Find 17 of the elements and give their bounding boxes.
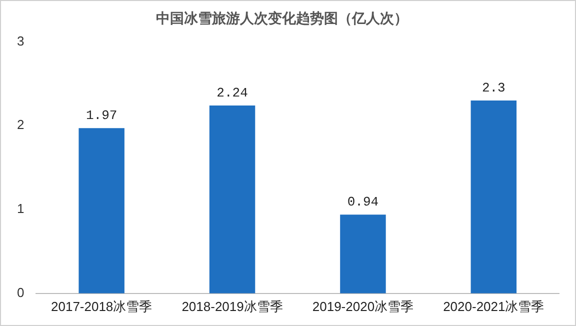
x-tick-label: 2020-2021冰雪季 [443,298,544,314]
bar [470,100,517,294]
x-tick-label: 2019-2020冰雪季 [312,298,414,314]
y-tick-label: 2 [16,117,24,132]
bar [340,214,386,294]
y-tick-label: 1 [16,201,24,216]
x-tick-label: 2017-2018冰雪季 [50,298,152,314]
y-tick-label: 3 [16,33,24,48]
bar [78,128,124,294]
chart-title: 中国冰雪旅游人次变化趋势图（亿人次） [156,10,408,28]
data-label: 2.3 [482,80,506,96]
data-label: 1.97 [86,108,118,124]
y-tick-label: 0 [16,284,24,300]
data-label: 0.94 [347,194,379,210]
data-label: 2.24 [216,85,248,100]
x-tick-label: 2018-2019冰雪季 [182,298,283,314]
bar [209,106,256,294]
